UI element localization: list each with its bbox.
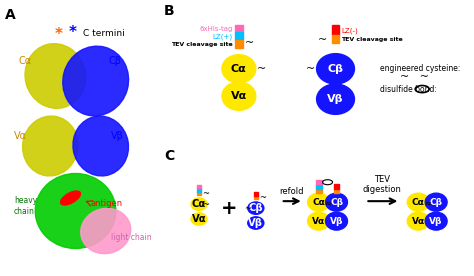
Ellipse shape bbox=[425, 193, 447, 211]
Text: ≈: ≈ bbox=[424, 198, 431, 207]
FancyBboxPatch shape bbox=[334, 189, 339, 193]
Text: heavy
chain: heavy chain bbox=[14, 196, 37, 216]
Text: C: C bbox=[164, 149, 174, 163]
Text: A: A bbox=[5, 8, 16, 22]
Text: Cα: Cα bbox=[412, 198, 425, 207]
FancyBboxPatch shape bbox=[254, 192, 258, 197]
Text: Vβ: Vβ bbox=[327, 94, 344, 104]
Text: Cα: Cα bbox=[312, 198, 325, 207]
FancyBboxPatch shape bbox=[316, 189, 321, 193]
Text: ~: ~ bbox=[306, 64, 316, 74]
Ellipse shape bbox=[248, 202, 264, 214]
Text: engineered cysteine:: engineered cysteine: bbox=[380, 64, 461, 73]
Text: *: * bbox=[69, 25, 76, 41]
FancyBboxPatch shape bbox=[197, 185, 201, 189]
Text: light chain: light chain bbox=[111, 233, 151, 243]
FancyBboxPatch shape bbox=[331, 35, 339, 43]
Ellipse shape bbox=[407, 193, 429, 211]
Text: ~: ~ bbox=[244, 204, 251, 213]
Text: Vβ: Vβ bbox=[429, 217, 443, 225]
Text: Vβ: Vβ bbox=[330, 217, 343, 225]
Text: TEV cleavage site: TEV cleavage site bbox=[341, 37, 403, 42]
Ellipse shape bbox=[23, 116, 78, 176]
Ellipse shape bbox=[191, 198, 207, 210]
Text: Vα: Vα bbox=[191, 214, 206, 224]
Ellipse shape bbox=[81, 208, 131, 254]
Ellipse shape bbox=[326, 193, 347, 211]
Text: Vβ: Vβ bbox=[111, 131, 124, 141]
Ellipse shape bbox=[63, 46, 128, 116]
Text: LZ(+): LZ(+) bbox=[213, 33, 233, 40]
Text: 6xHis-tag: 6xHis-tag bbox=[200, 26, 233, 32]
FancyBboxPatch shape bbox=[235, 41, 243, 47]
Text: TEV
digestion: TEV digestion bbox=[363, 175, 402, 194]
Ellipse shape bbox=[407, 212, 429, 230]
FancyBboxPatch shape bbox=[197, 192, 201, 195]
Ellipse shape bbox=[326, 212, 347, 230]
Text: Cα: Cα bbox=[231, 64, 247, 74]
Text: Cβ: Cβ bbox=[429, 198, 443, 207]
Text: C termini: C termini bbox=[82, 30, 124, 38]
Text: antigen: antigen bbox=[91, 200, 123, 208]
Text: B: B bbox=[164, 4, 175, 18]
FancyBboxPatch shape bbox=[334, 184, 339, 189]
FancyBboxPatch shape bbox=[197, 189, 201, 192]
Text: ~: ~ bbox=[245, 38, 254, 47]
Text: Vα: Vα bbox=[312, 217, 325, 225]
Ellipse shape bbox=[308, 193, 329, 211]
Text: Cβ: Cβ bbox=[248, 203, 263, 213]
Text: Cβ: Cβ bbox=[330, 198, 343, 207]
Ellipse shape bbox=[317, 54, 355, 84]
Text: Cβ: Cβ bbox=[109, 56, 122, 66]
Text: refold: refold bbox=[280, 187, 304, 196]
Text: ~: ~ bbox=[257, 64, 266, 74]
Ellipse shape bbox=[425, 212, 447, 230]
Ellipse shape bbox=[222, 82, 256, 110]
Text: ~: ~ bbox=[202, 189, 209, 198]
FancyBboxPatch shape bbox=[235, 32, 243, 41]
Text: disulfide bond:: disulfide bond: bbox=[380, 84, 437, 94]
Text: +: + bbox=[221, 199, 237, 218]
Text: TEV cleavage site: TEV cleavage site bbox=[171, 42, 233, 47]
Text: Cα: Cα bbox=[192, 199, 206, 209]
FancyBboxPatch shape bbox=[331, 25, 339, 35]
Text: ~: ~ bbox=[202, 200, 209, 209]
Text: ~: ~ bbox=[259, 193, 265, 202]
Text: ~   ~: ~ ~ bbox=[400, 72, 429, 82]
Text: Vα: Vα bbox=[411, 217, 425, 225]
Ellipse shape bbox=[248, 217, 264, 229]
FancyBboxPatch shape bbox=[316, 184, 321, 189]
Text: Vα: Vα bbox=[231, 91, 247, 101]
Text: ~: ~ bbox=[319, 34, 328, 44]
FancyBboxPatch shape bbox=[254, 197, 258, 200]
Ellipse shape bbox=[61, 191, 81, 205]
FancyBboxPatch shape bbox=[316, 180, 321, 184]
Text: Cα: Cα bbox=[18, 56, 31, 66]
Ellipse shape bbox=[308, 212, 329, 230]
Ellipse shape bbox=[222, 55, 256, 83]
Ellipse shape bbox=[317, 84, 355, 114]
Text: Vβ: Vβ bbox=[248, 218, 264, 228]
Ellipse shape bbox=[73, 116, 128, 176]
Text: LZ(-): LZ(-) bbox=[341, 27, 358, 34]
FancyBboxPatch shape bbox=[235, 25, 243, 32]
Text: *: * bbox=[55, 26, 63, 41]
Text: Cβ: Cβ bbox=[328, 64, 344, 74]
Ellipse shape bbox=[191, 213, 207, 225]
Text: Vα: Vα bbox=[14, 131, 27, 141]
Text: ≈: ≈ bbox=[324, 198, 331, 207]
Ellipse shape bbox=[25, 44, 86, 108]
Ellipse shape bbox=[35, 174, 116, 248]
